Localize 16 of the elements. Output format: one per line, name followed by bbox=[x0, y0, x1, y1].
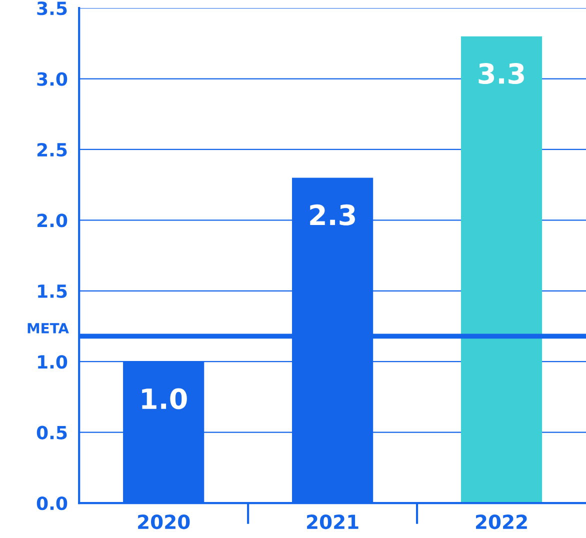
x-tick-label: 2022 bbox=[476, 514, 527, 530]
y-tick-label: 3.5 bbox=[37, 2, 67, 16]
y-tick-label: 1.5 bbox=[38, 284, 67, 298]
text: 3.0 bbox=[37, 72, 68, 86]
x-tick-label: 2021 bbox=[307, 514, 358, 530]
text: 2.0 bbox=[37, 214, 68, 228]
text: 1.0 bbox=[38, 355, 68, 369]
bar bbox=[460, 36, 542, 504]
ref-line-label: META bbox=[28, 323, 69, 334]
data-label: 2.3 bbox=[310, 204, 355, 226]
data-label: 1.0 bbox=[142, 388, 187, 410]
data-label: 3.3 bbox=[478, 63, 524, 84]
y-tick-label: 2.5 bbox=[37, 142, 67, 157]
x-tick-label: 2020 bbox=[138, 514, 190, 530]
text: 0.0 bbox=[36, 496, 68, 510]
y-tick-label: 0.5 bbox=[36, 426, 67, 440]
